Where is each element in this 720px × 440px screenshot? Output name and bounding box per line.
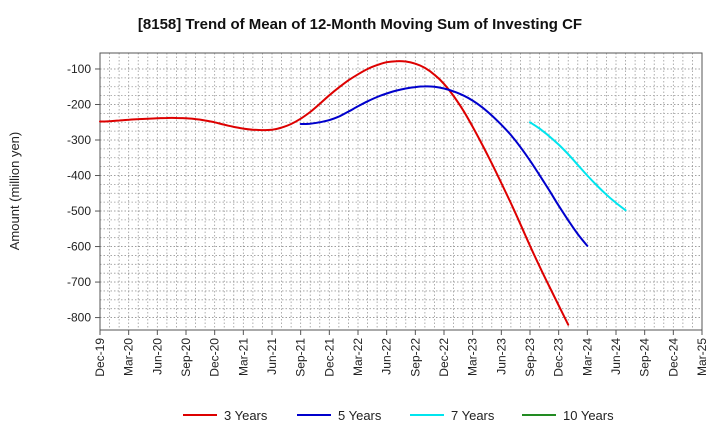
y-axis-ticks: -100 -200 -300 -400 -500 -600 -700 -800 — [67, 62, 100, 325]
x-tick-label: Jun-24 — [609, 338, 623, 375]
x-tick-label: Dec-21 — [322, 338, 336, 377]
legend-label: 5 Years — [338, 408, 382, 423]
series-line-7-years — [529, 121, 627, 212]
grid — [99, 53, 703, 330]
x-tick-label: Mar-23 — [466, 338, 480, 376]
x-tick-label: Mar-25 — [695, 338, 709, 376]
x-tick-label: Mar-24 — [580, 338, 594, 376]
legend-label: 3 Years — [224, 408, 268, 423]
y-tick-label: -600 — [67, 240, 91, 254]
x-tick-label: Sep-21 — [294, 338, 308, 377]
x-tick-label: Mar-22 — [351, 338, 365, 376]
x-tick-label: Sep-22 — [408, 338, 422, 377]
x-tick-label: Sep-20 — [179, 338, 193, 377]
x-axis-ticks: Dec-19 Mar-20 Jun-20 Sep-20 Dec-20 Mar-21 Jun-… — [93, 330, 709, 377]
plot-frame — [99, 52, 703, 331]
x-tick-label: Dec-22 — [437, 338, 451, 377]
x-tick-label: Mar-20 — [122, 338, 136, 376]
x-tick-label: Sep-24 — [638, 338, 652, 377]
legend: 3 Years 5 Years 7 Years 10 Years — [183, 408, 614, 423]
legend-label: 7 Years — [451, 408, 495, 423]
series-line-3-years — [99, 60, 570, 326]
x-tick-label: Dec-23 — [552, 338, 566, 377]
y-tick-label: -200 — [67, 97, 91, 111]
x-tick-label: Jun-20 — [150, 338, 164, 375]
legend-label: 10 Years — [563, 408, 614, 423]
series-lines — [99, 60, 627, 326]
y-axis-label: Amount (million yen) — [7, 132, 22, 251]
y-tick-label: -100 — [67, 62, 91, 76]
y-tick-label: -300 — [67, 133, 91, 147]
x-tick-label: Dec-19 — [93, 338, 107, 377]
y-tick-label: -800 — [67, 311, 91, 325]
x-tick-label: Jun-23 — [494, 338, 508, 375]
x-tick-label: Jun-21 — [265, 338, 279, 375]
chart-title: [8158] Trend of Mean of 12-Month Moving … — [138, 16, 582, 33]
x-tick-label: Jun-22 — [380, 338, 394, 375]
x-tick-label: Dec-24 — [666, 338, 680, 377]
y-tick-label: -700 — [67, 275, 91, 289]
y-tick-label: -400 — [67, 169, 91, 183]
y-tick-label: -500 — [67, 204, 91, 218]
series-line-5-years — [299, 85, 589, 247]
x-tick-label: Mar-21 — [236, 338, 250, 376]
x-tick-label: Dec-20 — [208, 338, 222, 377]
x-tick-label: Sep-23 — [523, 338, 537, 377]
